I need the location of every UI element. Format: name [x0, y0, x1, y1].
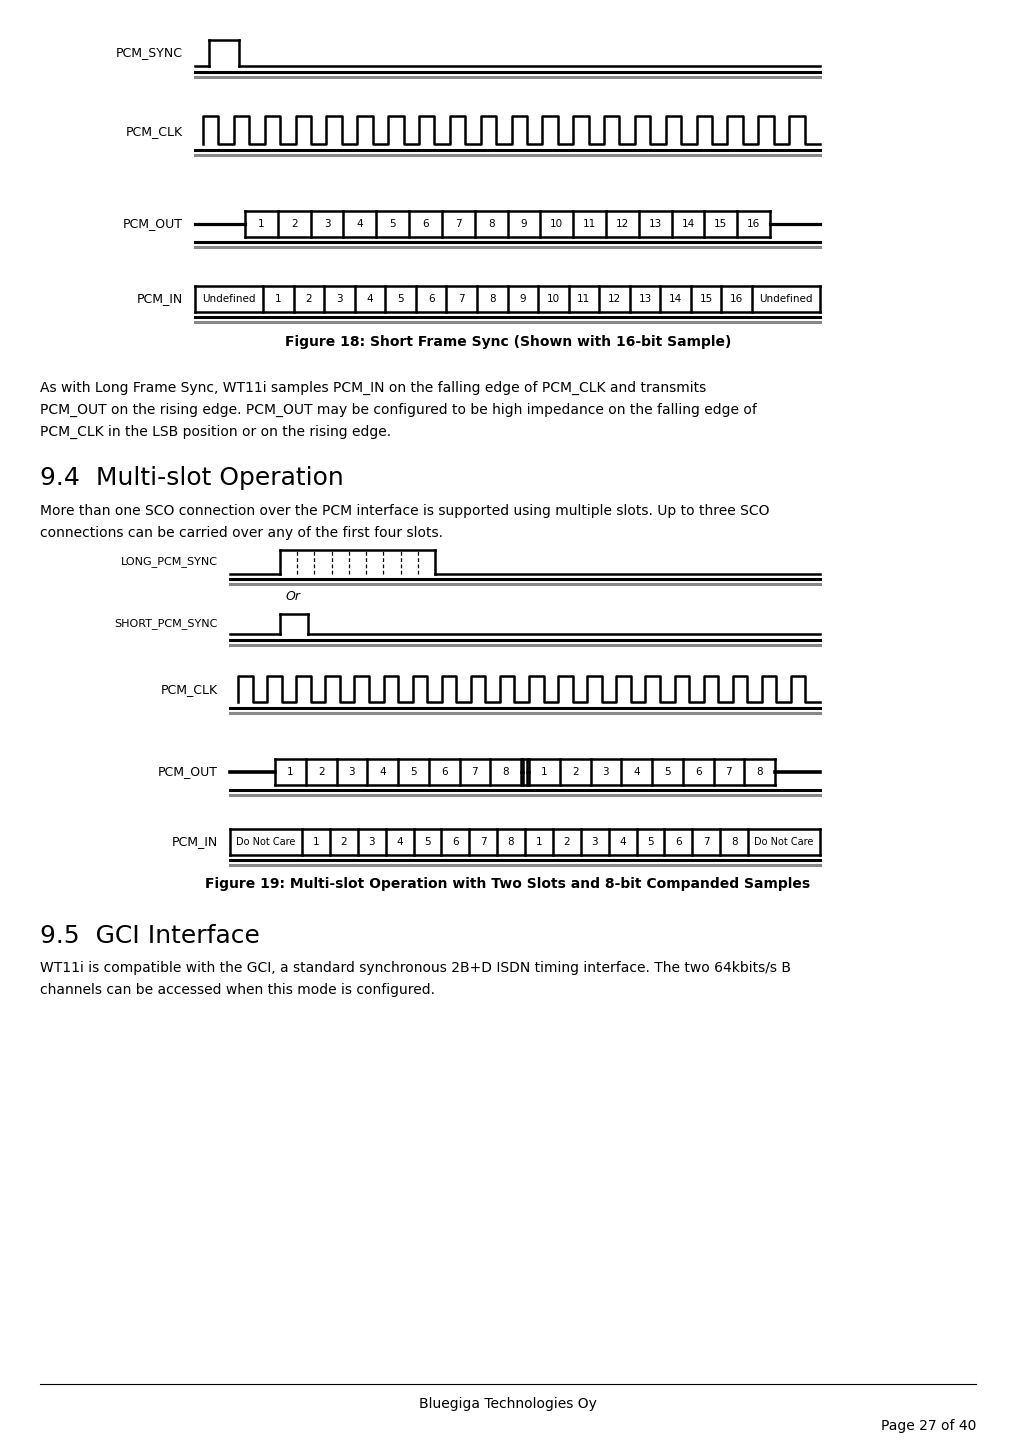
- Text: 4: 4: [619, 838, 626, 848]
- Text: 5: 5: [389, 220, 396, 228]
- Text: 5: 5: [397, 294, 403, 304]
- Text: 15: 15: [700, 294, 713, 304]
- Text: 2: 2: [318, 768, 324, 776]
- Text: 6: 6: [452, 838, 458, 848]
- Text: 6: 6: [428, 294, 435, 304]
- Text: 14: 14: [669, 294, 682, 304]
- Text: PCM_SYNC: PCM_SYNC: [116, 47, 183, 60]
- Text: 3: 3: [369, 838, 375, 848]
- Text: 1: 1: [275, 294, 281, 304]
- Text: 9: 9: [519, 294, 526, 304]
- Text: connections can be carried over any of the first four slots.: connections can be carried over any of t…: [40, 526, 443, 539]
- Text: 6: 6: [423, 220, 429, 228]
- Text: 3: 3: [324, 220, 330, 228]
- Text: 13: 13: [648, 220, 661, 228]
- Text: More than one SCO connection over the PCM interface is supported using multiple : More than one SCO connection over the PC…: [40, 505, 769, 518]
- Text: 5: 5: [664, 768, 671, 776]
- Text: 9: 9: [520, 220, 527, 228]
- Text: 12: 12: [616, 220, 629, 228]
- Text: 3: 3: [336, 294, 342, 304]
- Text: PCM_IN: PCM_IN: [172, 836, 218, 849]
- Text: Undefined: Undefined: [202, 294, 256, 304]
- Text: 2: 2: [340, 838, 347, 848]
- Text: 4: 4: [357, 220, 363, 228]
- Text: 16: 16: [731, 294, 744, 304]
- Text: 1: 1: [535, 838, 543, 848]
- Text: 5: 5: [647, 838, 653, 848]
- Text: 7: 7: [458, 294, 465, 304]
- Text: Undefined: Undefined: [759, 294, 813, 304]
- Text: Do Not Care: Do Not Care: [754, 838, 814, 848]
- Text: 4: 4: [367, 294, 373, 304]
- Text: 6: 6: [675, 838, 682, 848]
- Text: SHORT_PCM_SYNC: SHORT_PCM_SYNC: [115, 618, 218, 630]
- Text: 3: 3: [348, 768, 356, 776]
- Text: 8: 8: [508, 838, 514, 848]
- Text: 3: 3: [602, 768, 610, 776]
- Text: 8: 8: [731, 838, 738, 848]
- Text: Page 27 of 40: Page 27 of 40: [881, 1419, 976, 1434]
- Text: 14: 14: [682, 220, 695, 228]
- Text: 6: 6: [441, 768, 447, 776]
- Text: 2: 2: [291, 220, 298, 228]
- Text: 4: 4: [396, 838, 403, 848]
- Text: 1: 1: [542, 768, 548, 776]
- Text: 11: 11: [583, 220, 596, 228]
- Text: 8: 8: [489, 294, 496, 304]
- Text: 8: 8: [756, 768, 763, 776]
- Text: PCM_OUT on the rising edge. PCM_OUT may be configured to be high impedance on th: PCM_OUT on the rising edge. PCM_OUT may …: [40, 403, 757, 417]
- Text: 15: 15: [714, 220, 727, 228]
- Text: 13: 13: [638, 294, 651, 304]
- Text: 2: 2: [306, 294, 312, 304]
- Text: 12: 12: [608, 294, 621, 304]
- Text: 9.4  Multi-slot Operation: 9.4 Multi-slot Operation: [40, 465, 343, 490]
- Text: Do Not Care: Do Not Care: [237, 838, 296, 848]
- Text: 2: 2: [572, 768, 578, 776]
- Text: 8: 8: [502, 768, 509, 776]
- Text: 7: 7: [480, 838, 487, 848]
- Text: PCM_IN: PCM_IN: [137, 292, 183, 305]
- Text: 7: 7: [725, 768, 733, 776]
- Text: Or: Or: [285, 589, 300, 602]
- Text: 8: 8: [488, 220, 495, 228]
- Text: Figure 18: Short Frame Sync (Shown with 16-bit Sample): Figure 18: Short Frame Sync (Shown with …: [284, 334, 732, 349]
- Text: PCM_CLK in the LSB position or on the rising edge.: PCM_CLK in the LSB position or on the ri…: [40, 425, 391, 439]
- Text: 10: 10: [550, 220, 563, 228]
- Text: 1: 1: [313, 838, 319, 848]
- Text: LONG_PCM_SYNC: LONG_PCM_SYNC: [121, 557, 218, 567]
- Text: 4: 4: [379, 768, 386, 776]
- Text: 2: 2: [564, 838, 570, 848]
- Text: 11: 11: [577, 294, 590, 304]
- Text: 5: 5: [410, 768, 417, 776]
- Text: 1: 1: [258, 220, 265, 228]
- Text: WT11i is compatible with the GCI, a standard synchronous 2B+D ISDN timing interf: WT11i is compatible with the GCI, a stan…: [40, 961, 791, 976]
- Text: 1: 1: [288, 768, 294, 776]
- Text: 6: 6: [695, 768, 701, 776]
- Text: 7: 7: [471, 768, 479, 776]
- Text: 7: 7: [703, 838, 709, 848]
- Text: Bluegiga Technologies Oy: Bluegiga Technologies Oy: [419, 1397, 597, 1410]
- Text: PCM_OUT: PCM_OUT: [123, 218, 183, 231]
- Text: 10: 10: [547, 294, 560, 304]
- Text: PCM_CLK: PCM_CLK: [126, 125, 183, 138]
- Text: 3: 3: [591, 838, 598, 848]
- Text: channels can be accessed when this mode is configured.: channels can be accessed when this mode …: [40, 983, 435, 997]
- Text: 4: 4: [633, 768, 640, 776]
- Text: PCM_CLK: PCM_CLK: [161, 683, 218, 696]
- Text: 16: 16: [747, 220, 760, 228]
- Text: 5: 5: [424, 838, 431, 848]
- Text: Figure 19: Multi-slot Operation with Two Slots and 8-bit Companded Samples: Figure 19: Multi-slot Operation with Two…: [205, 877, 811, 891]
- Text: 9.5  GCI Interface: 9.5 GCI Interface: [40, 923, 260, 948]
- Text: 7: 7: [455, 220, 461, 228]
- Text: As with Long Frame Sync, WT11i samples PCM_IN on the falling edge of PCM_CLK and: As with Long Frame Sync, WT11i samples P…: [40, 381, 706, 395]
- Text: PCM_OUT: PCM_OUT: [158, 765, 218, 778]
